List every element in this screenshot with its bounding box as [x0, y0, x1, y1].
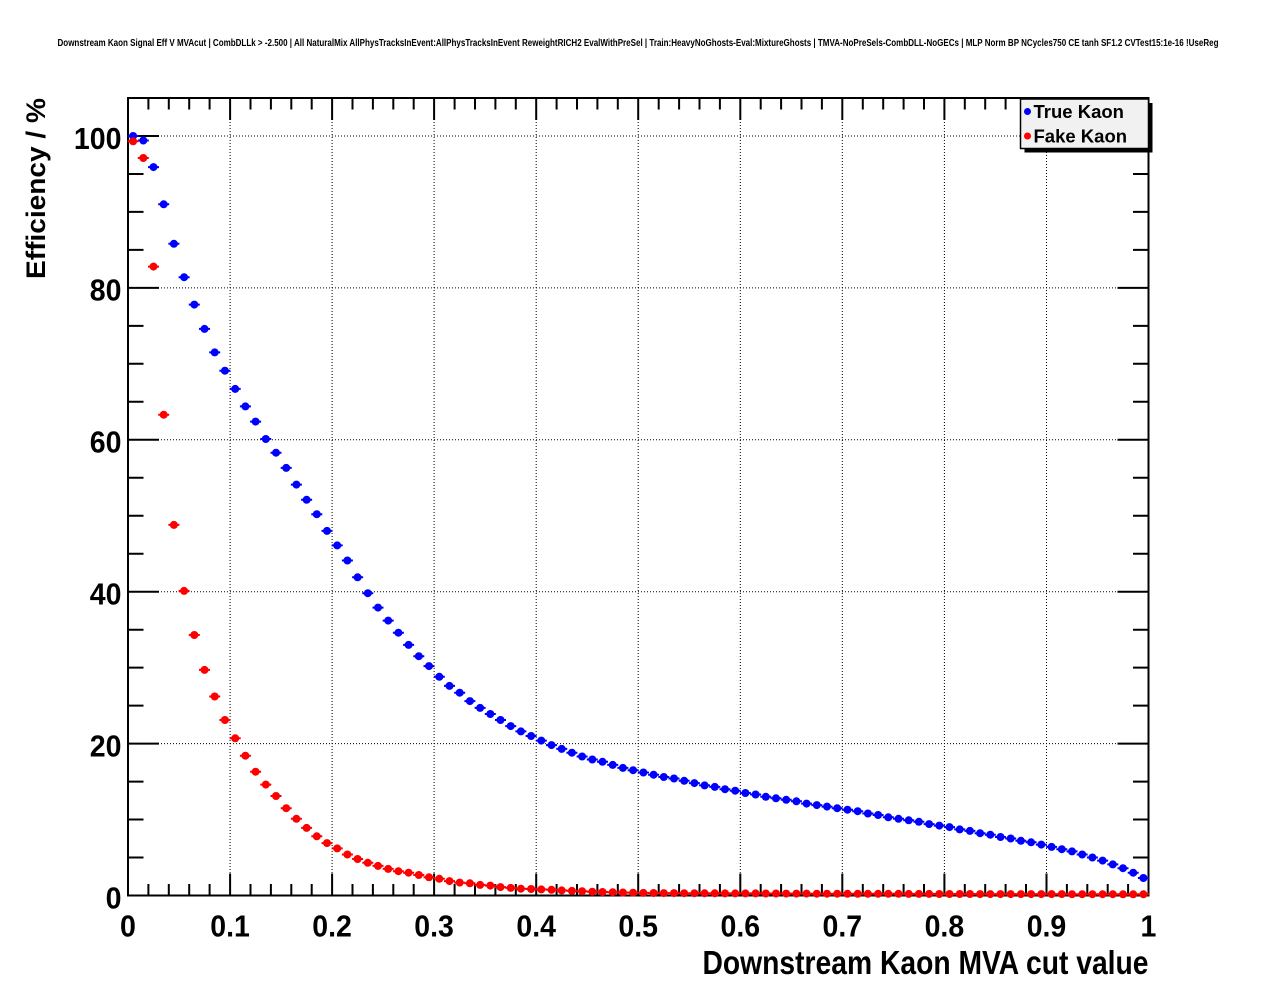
svg-text:0: 0 [120, 909, 136, 944]
svg-text:0.3: 0.3 [414, 909, 454, 944]
svg-text:0.9: 0.9 [1027, 909, 1067, 944]
svg-text:20: 20 [90, 728, 122, 763]
svg-text:Fake Kaon: Fake Kaon [1034, 126, 1128, 147]
svg-text:0.2: 0.2 [312, 909, 352, 944]
svg-text:0.5: 0.5 [618, 909, 658, 944]
svg-text:Efficiency / %: Efficiency / % [21, 98, 51, 279]
svg-text:0: 0 [106, 880, 122, 915]
svg-text:60: 60 [90, 425, 122, 460]
svg-text:40: 40 [90, 577, 122, 612]
svg-text:100: 100 [74, 121, 122, 156]
svg-text:0.8: 0.8 [925, 909, 965, 944]
svg-text:True Kaon: True Kaon [1034, 101, 1124, 122]
svg-text:Downstream Kaon Signal Eff V M: Downstream Kaon Signal Eff V MVAcut | Co… [58, 37, 1219, 49]
svg-text:0.7: 0.7 [823, 909, 863, 944]
svg-text:Downstream Kaon MVA cut value: Downstream Kaon MVA cut value [703, 944, 1149, 981]
svg-text:1: 1 [1141, 909, 1157, 944]
svg-text:80: 80 [90, 273, 122, 308]
svg-text:0.6: 0.6 [721, 909, 761, 944]
svg-text:0.4: 0.4 [516, 909, 556, 944]
svg-text:0.1: 0.1 [210, 909, 250, 944]
